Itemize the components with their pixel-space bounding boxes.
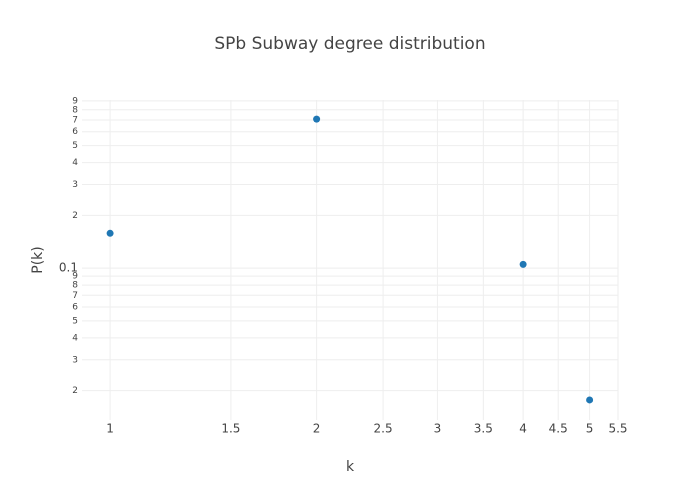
y-tick-label: 0.1 — [59, 261, 78, 275]
x-tick-label: 4.5 — [549, 422, 568, 436]
x-tick-label: 5 — [586, 422, 594, 436]
y-tick-label: 9 — [72, 96, 78, 106]
point — [586, 396, 594, 404]
x-tick-label: 2 — [313, 422, 321, 436]
y-axis-label: P(k) — [30, 246, 46, 273]
y-tick-label: 8 — [72, 105, 78, 115]
chart-title: SPb Subway degree distribution — [214, 34, 485, 54]
y-tick-label: 4 — [72, 158, 78, 168]
point — [106, 229, 114, 237]
y-tick-label: 2 — [72, 211, 78, 221]
point — [519, 260, 527, 268]
y-tick-label: 4 — [72, 333, 78, 343]
y-tick-label: 2 — [72, 386, 78, 396]
x-tick-label: 5.5 — [608, 422, 627, 436]
y-tick-label: 9 — [72, 272, 78, 282]
y-tick-label: 6 — [72, 127, 78, 137]
x-tick-label: 1 — [106, 422, 114, 436]
x-tick-label: 1.5 — [221, 422, 240, 436]
y-tick-label: 7 — [72, 291, 78, 301]
x-tick-label: 3.5 — [474, 422, 493, 436]
y-tick-label: 5 — [72, 316, 78, 326]
x-axis-label: k — [346, 459, 355, 475]
y-tick-label: 3 — [72, 180, 78, 190]
y-tick-label: 8 — [72, 281, 78, 291]
y-tick-label: 6 — [72, 303, 78, 313]
y-tick-label: 7 — [72, 115, 78, 125]
x-tick-label: 4 — [519, 422, 527, 436]
y-tick-label: 5 — [72, 141, 78, 151]
y-tick-label: 3 — [72, 355, 78, 365]
x-tick-label: 3 — [434, 422, 442, 436]
x-tick-label: 2.5 — [374, 422, 393, 436]
point — [313, 115, 321, 123]
